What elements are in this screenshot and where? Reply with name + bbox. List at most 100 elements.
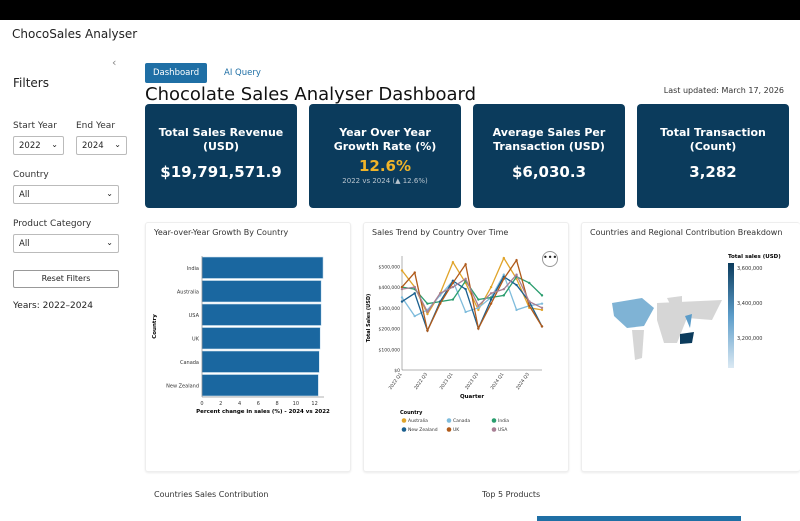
data-point (489, 302, 493, 305)
x-axis-label: Percent change in sales (%) - 2024 vs 20… (196, 409, 330, 415)
bar (201, 327, 321, 350)
bar (201, 280, 322, 303)
chart-title: Year-over-Year Growth By Country (154, 228, 289, 237)
chevron-down-icon: ⌄ (51, 140, 58, 149)
data-point (540, 308, 544, 312)
data-point (502, 287, 506, 291)
y-axis-label: Total Sales (USD) (366, 294, 372, 343)
data-point (400, 269, 404, 272)
tab-ai-query[interactable]: AI Query (224, 68, 261, 78)
kpi-value: $19,791,571.9 (160, 163, 282, 181)
y-tick-label: $300,000 (379, 306, 401, 312)
y-tick-label: India (187, 266, 199, 272)
kpi-title: Total Transaction (Count) (660, 126, 766, 153)
collapse-sidebar-icon[interactable]: ‹ (112, 56, 117, 69)
page-title: Chocolate Sales Analyser Dashboard (145, 84, 477, 105)
series-line (401, 273, 543, 314)
data-point (413, 292, 416, 295)
kpi-transactions: Total Transaction (Count) 3,282 (637, 104, 789, 208)
x-tick-label: 2022 Q3 (413, 372, 429, 391)
y-tick-label: Canada (180, 360, 199, 366)
y-tick-label: Australia (177, 289, 199, 295)
kpi-title: Total Sales Revenue (USD) (158, 126, 284, 153)
x-tick-label: 12 (311, 401, 317, 407)
kpi-value: $6,030.3 (511, 163, 587, 181)
countries-contribution-title: Countries Sales Contribution (154, 490, 269, 499)
color-legend-bar (728, 263, 734, 368)
data-point (540, 325, 544, 328)
data-point (540, 306, 544, 310)
y-tick-label: $100,000 (379, 347, 401, 353)
end-year-select[interactable]: 2024 ⌄ (76, 136, 127, 155)
data-point (413, 285, 416, 289)
data-point (540, 294, 544, 297)
x-tick-label: 8 (275, 401, 278, 407)
legend-swatch (401, 427, 407, 432)
chevron-down-icon: ⌄ (114, 140, 121, 149)
data-point (400, 296, 404, 299)
legend-swatch (491, 418, 497, 423)
data-point (438, 302, 442, 305)
chart-title: Countries and Regional Contribution Brea… (590, 228, 783, 237)
data-point (451, 285, 455, 289)
window-topbar (0, 0, 800, 20)
data-point (451, 261, 455, 264)
kpi-total-sales: Total Sales Revenue (USD) $19,791,571.9 (145, 104, 297, 208)
line-chart: $0 $100,000 $200,000 $300,000 $400,000 $500,0… (366, 256, 544, 433)
x-tick-label: 2022 Q1 (388, 372, 404, 391)
data-point (477, 327, 480, 330)
data-point (426, 302, 429, 305)
reset-filters-button[interactable]: Reset Filters (13, 270, 119, 288)
legend-tick: 3,200,000 (737, 336, 762, 342)
start-year-select[interactable]: 2022 ⌄ (13, 136, 64, 155)
start-year-label: Start Year (13, 121, 57, 131)
legend-label: Australia (408, 418, 428, 424)
data-point (413, 271, 416, 274)
x-tick-label: 0 (200, 401, 203, 407)
data-point (502, 256, 506, 260)
data-point (464, 277, 467, 280)
data-point (515, 258, 518, 262)
country-label: Country (13, 170, 49, 180)
kpi-title: Year Over Year Growth Rate (%) (333, 126, 437, 153)
data-point (400, 287, 404, 291)
kpi-subtext: 2022 vs 2024 (▲ 12.6%) (342, 177, 428, 185)
yoy-growth-card: Year-over-Year Growth By Country India Au… (145, 222, 351, 472)
years-range-text: Years: 2022–2024 (13, 301, 93, 311)
y-tick-label: USA (189, 313, 200, 319)
x-tick-label: 4 (238, 401, 241, 407)
data-point (426, 312, 429, 316)
tab-dashboard[interactable]: Dashboard (145, 63, 208, 83)
country-select[interactable]: All ⌄ (13, 185, 119, 204)
data-point (528, 300, 531, 303)
legend-title: Country (400, 410, 423, 416)
world-map: Total sales (USD) 3,600,000 3,400,000 3,… (612, 254, 781, 368)
map-north-america (612, 298, 654, 328)
data-point (515, 273, 518, 276)
series-line (401, 258, 543, 333)
end-year-label: End Year (76, 121, 116, 131)
x-tick-label: 6 (257, 401, 260, 407)
chevron-down-icon: ⌄ (106, 189, 113, 198)
category-select[interactable]: All ⌄ (13, 234, 119, 253)
y-tick-label: $500,000 (379, 264, 401, 270)
last-updated: Last updated: March 17, 2026 (663, 86, 784, 95)
series-line (401, 275, 543, 333)
legend-label: USA (498, 427, 508, 433)
kpi-avg-sales: Average Sales Per Transaction (USD) $6,03… (473, 104, 625, 208)
data-point (464, 263, 467, 266)
sales-trend-card: Sales Trend by Country Over Time ••• $0 $… (363, 222, 569, 472)
data-point (400, 285, 404, 289)
more-options-button[interactable]: ••• (542, 251, 558, 267)
chart-title: Sales Trend by Country Over Time (372, 228, 509, 237)
data-point (528, 304, 531, 307)
y-tick-label: UK (192, 336, 200, 342)
data-point (426, 310, 429, 314)
y-tick-label: $400,000 (379, 285, 401, 291)
bar (201, 350, 320, 373)
regional-breakdown-card: Countries and Regional Contribution Brea… (581, 222, 800, 472)
y-tick-label: New Zealand (166, 383, 199, 389)
data-point (464, 310, 467, 314)
data-point (515, 308, 518, 312)
category-value: All (19, 239, 30, 249)
